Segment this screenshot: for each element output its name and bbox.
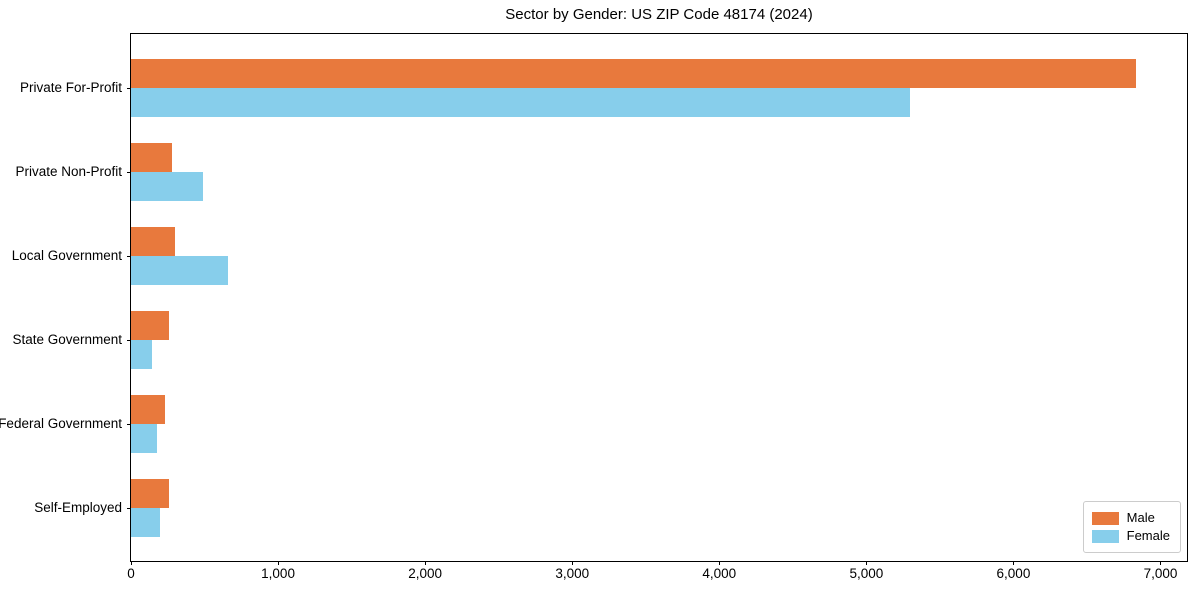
x-label-1000: 1,000 (261, 566, 295, 581)
y-label-local-government: Local Government (11, 248, 122, 263)
bar-female-self-employed (131, 508, 160, 537)
legend-label-female: Female (1126, 528, 1170, 543)
bar-female-federal-government (131, 424, 157, 453)
bar-male-private-for-profit (131, 59, 1136, 88)
x-tick-7000 (1160, 561, 1162, 565)
legend-item-male: Male (1091, 510, 1170, 526)
x-axis: 0 1,000 2,000 3,000 4,000 5,000 6,000 7,000 (127, 561, 1187, 593)
y-tick-state-government (127, 339, 131, 341)
legend-swatch-female-icon (1091, 529, 1119, 543)
x-label-0: 0 (127, 566, 135, 581)
y-axis: Private For-Profit Private Non-Profit Loca… (0, 34, 131, 561)
plot-area: Male Female (130, 33, 1188, 562)
y-tick-self-employed (127, 507, 131, 509)
bar-male-self-employed (131, 479, 169, 508)
x-tick-6000 (1012, 561, 1014, 565)
legend-swatch-male-icon (1091, 511, 1119, 525)
y-label-self-employed: Self-Employed (34, 500, 122, 515)
x-tick-5000 (865, 561, 867, 565)
y-tick-federal-government (127, 423, 131, 425)
x-label-2000: 2,000 (408, 566, 443, 581)
bar-male-state-government (131, 311, 169, 340)
x-tick-2000 (424, 561, 426, 565)
bars-layer (131, 34, 1187, 561)
bar-male-private-non-profit (131, 143, 172, 172)
bar-female-private-non-profit (131, 172, 203, 201)
y-tick-private-for-profit (127, 87, 131, 89)
legend-label-male: Male (1126, 510, 1155, 525)
x-label-3000: 3,000 (555, 566, 590, 581)
x-label-5000: 5,000 (849, 566, 884, 581)
y-label-state-government: State Government (12, 332, 122, 347)
x-label-4000: 4,000 (702, 566, 737, 581)
x-tick-4000 (718, 561, 720, 565)
x-tick-3000 (571, 561, 573, 565)
y-label-federal-government: Federal Government (0, 416, 122, 431)
bar-female-state-government (131, 340, 152, 369)
y-label-private-non-profit: Private Non-Profit (15, 164, 122, 179)
bar-female-private-for-profit (131, 88, 910, 117)
x-label-6000: 6,000 (996, 566, 1031, 581)
legend-item-female: Female (1091, 528, 1170, 544)
bar-male-federal-government (131, 395, 165, 424)
x-label-7000: 7,000 (1143, 566, 1178, 581)
legend: Male Female (1082, 501, 1181, 553)
y-tick-local-government (127, 255, 131, 257)
y-tick-private-non-profit (127, 171, 131, 173)
chart-title: Sector by Gender: US ZIP Code 48174 (202… (505, 6, 813, 23)
y-label-private-for-profit: Private For-Profit (19, 80, 122, 95)
bar-female-local-government (131, 256, 228, 285)
x-tick-1000 (277, 561, 279, 565)
bar-male-local-government (131, 227, 175, 256)
x-tick-0 (130, 561, 132, 565)
